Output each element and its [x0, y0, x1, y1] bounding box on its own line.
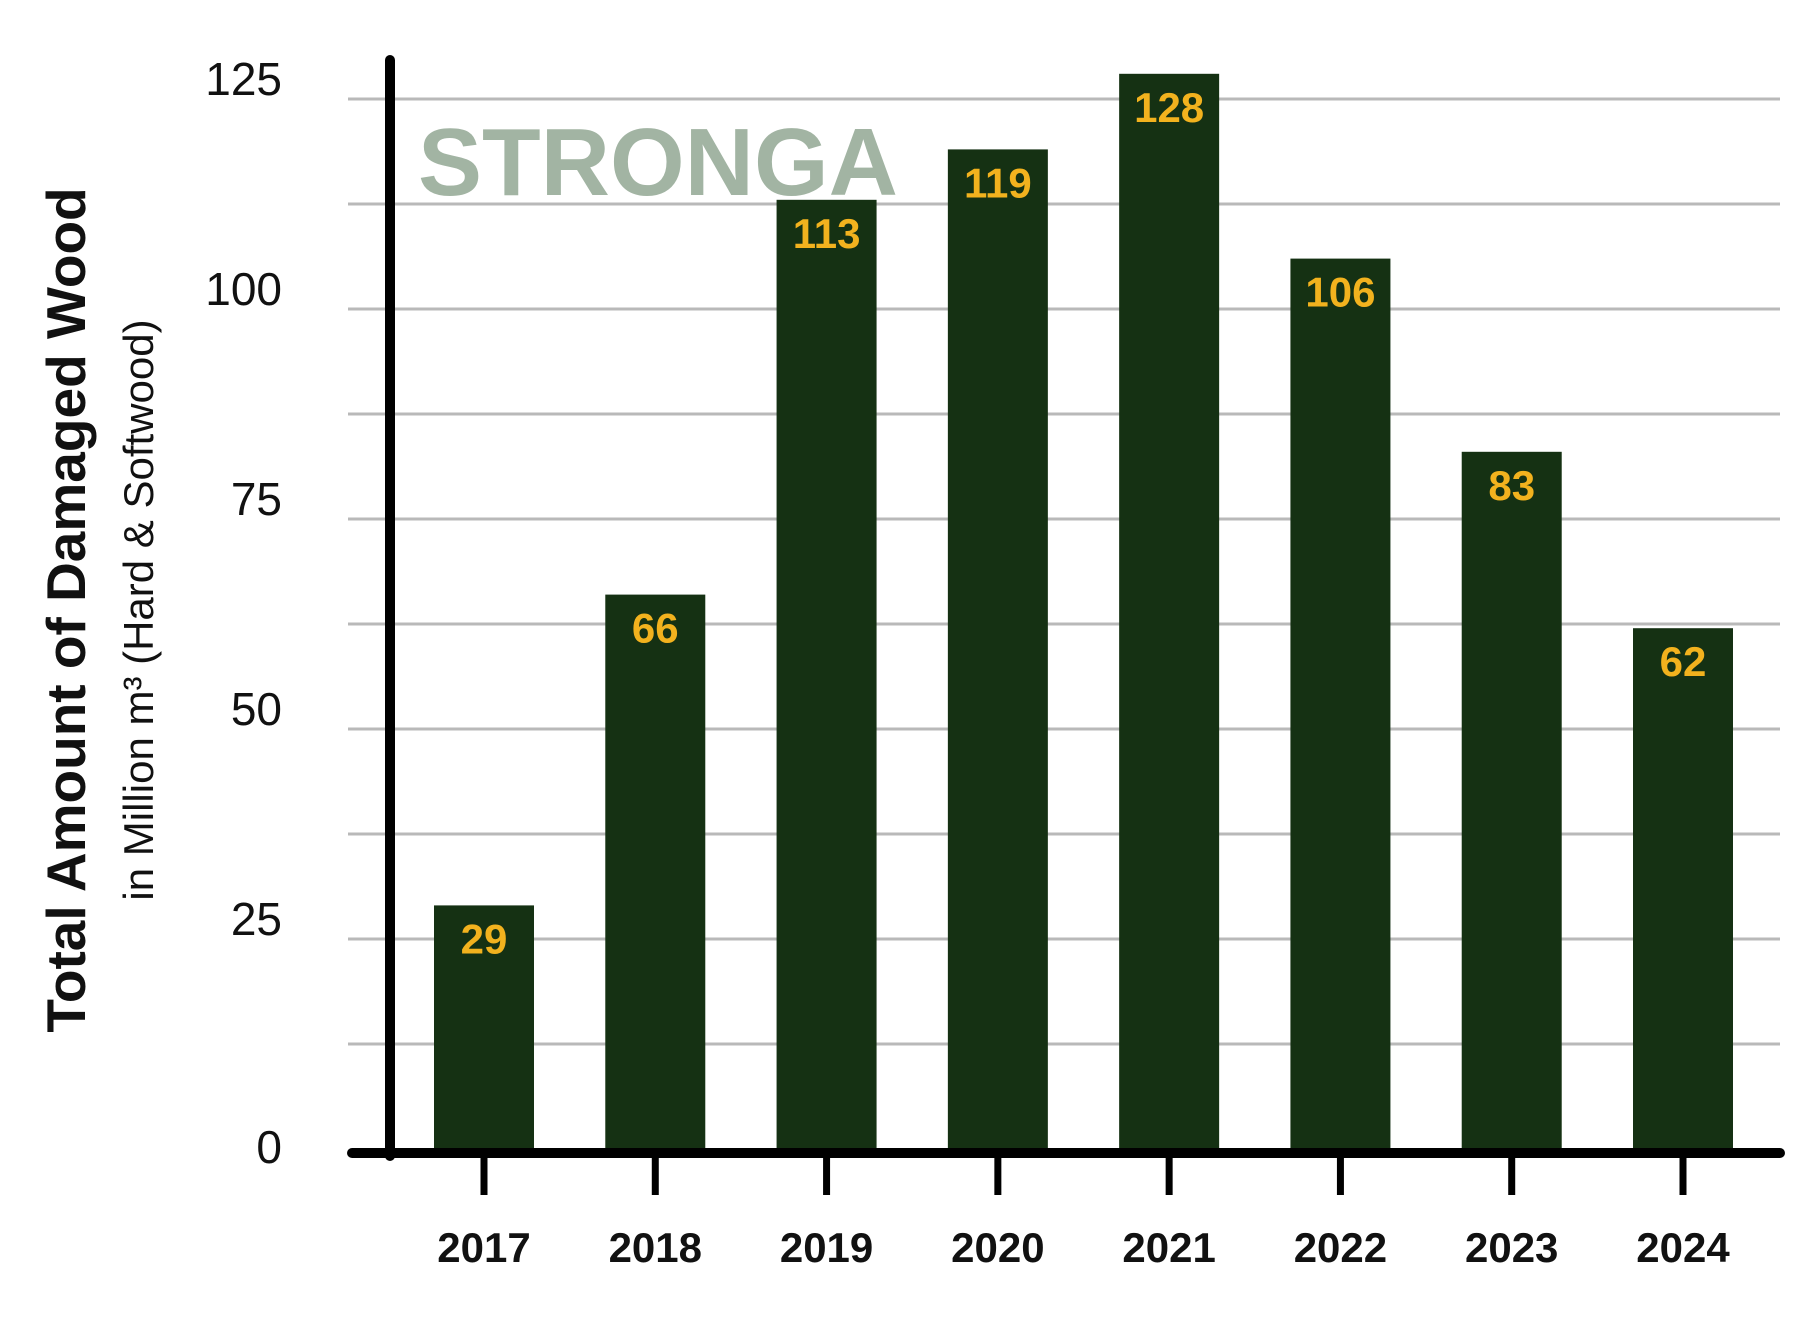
x-tick-label-2022: 2022: [1294, 1224, 1387, 1271]
bar-2023: [1461, 451, 1562, 1149]
data-label-2017: 29: [461, 915, 508, 962]
x-tick-label-2023: 2023: [1465, 1224, 1558, 1271]
x-tick-label-2018: 2018: [609, 1224, 702, 1271]
data-label-2018: 66: [632, 605, 679, 652]
x-tick-label-2024: 2024: [1636, 1224, 1730, 1271]
bar-2018: [605, 594, 706, 1149]
bar-2024: [1633, 628, 1733, 1149]
data-label-2023: 83: [1488, 462, 1535, 509]
x-tick-label-2020: 2020: [951, 1224, 1044, 1271]
y-tick-label-50: 50: [231, 683, 282, 735]
bar-2019: [776, 199, 877, 1150]
bars: [434, 73, 1733, 1150]
axes: [347, 55, 1785, 1195]
data-labels: 29 66 113 119 128 106 83 62: [461, 84, 1707, 963]
y-tick-label-25: 25: [231, 893, 282, 945]
x-tick-labels: 2017 2018 2019 2020 2021 2022 2023 2024: [437, 1224, 1730, 1271]
x-tick-label-2017: 2017: [437, 1224, 530, 1271]
y-tick-label-125: 125: [205, 53, 282, 105]
data-label-2021: 128: [1134, 84, 1204, 131]
brand-watermark: STRONGA: [418, 109, 898, 216]
data-label-2020: 119: [964, 159, 1032, 206]
y-axis-title: Total Amount of Damaged Wood in Million …: [35, 187, 162, 1032]
x-tick-label-2021: 2021: [1122, 1224, 1215, 1271]
grid-lines: [348, 97, 1780, 1046]
y-axis-title-main: Total Amount of Damaged Wood: [35, 187, 97, 1032]
bar-2020: [947, 149, 1048, 1149]
bar-2022: [1290, 258, 1391, 1150]
data-label-2022: 106: [1305, 269, 1375, 316]
bar-2021: [1119, 73, 1220, 1149]
data-label-2019: 113: [793, 210, 861, 257]
x-tick-label-2019: 2019: [780, 1224, 873, 1271]
y-axis-title-sub: in Million m³ (Hard & Softwood): [115, 319, 162, 900]
y-tick-label-0: 0: [256, 1121, 282, 1173]
y-tick-label-75: 75: [231, 473, 282, 525]
data-label-2024: 62: [1660, 638, 1707, 685]
y-tick-labels: 0 25 50 75 100 125: [205, 53, 282, 1173]
bar-2017: [434, 905, 534, 1149]
y-tick-label-100: 100: [205, 263, 282, 315]
